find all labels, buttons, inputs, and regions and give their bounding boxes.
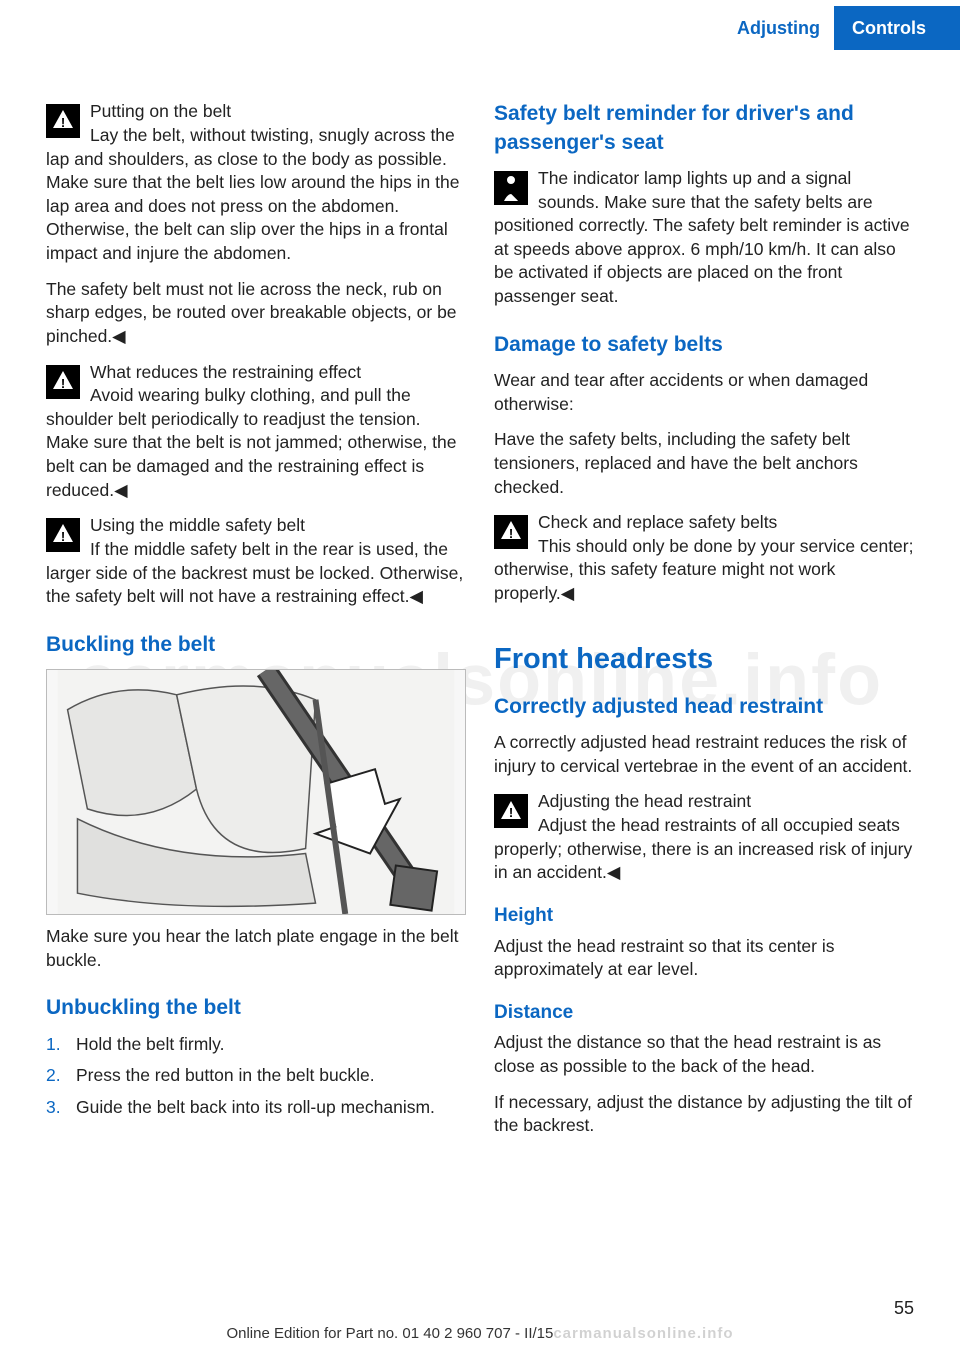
left-column: Putting on the belt Lay the belt, withou… bbox=[46, 100, 466, 1150]
warning-body: This should only be done by your service… bbox=[494, 536, 913, 603]
content-columns: Putting on the belt Lay the belt, withou… bbox=[0, 50, 960, 1150]
list-item: 2. Press the red button in the belt buckl… bbox=[46, 1064, 466, 1088]
warning-title: What reduces the restraining effect bbox=[90, 362, 361, 382]
warning-body: Avoid wearing bulky clothing, and pull t… bbox=[46, 385, 456, 500]
warning-title: Putting on the belt bbox=[90, 101, 231, 121]
warning-middle-belt: Using the middle safety belt If the midd… bbox=[46, 514, 466, 609]
page-number: 55 bbox=[894, 1296, 914, 1320]
warning-body: Lay the belt, without twisting, snugly a… bbox=[46, 125, 459, 263]
unbuckling-heading: Unbuckling the belt bbox=[46, 994, 466, 1022]
warning-restraining-effect: What reduces the restraining effect Avoi… bbox=[46, 361, 466, 503]
buckling-paragraph: Make sure you hear the latch plate engag… bbox=[46, 925, 466, 972]
step-number: 2. bbox=[46, 1064, 66, 1088]
front-headrests-heading: Front headrests bbox=[494, 640, 914, 679]
buckling-heading: Buckling the belt bbox=[46, 631, 466, 659]
warning-icon bbox=[46, 518, 80, 552]
step-text: Guide the belt back into its roll-up mec… bbox=[76, 1096, 435, 1120]
correct-heading: Correctly adjusted head restraint bbox=[494, 693, 914, 721]
header-chapter: Controls bbox=[834, 6, 960, 50]
buckling-belt-figure bbox=[46, 669, 466, 915]
warning-title: Check and replace safety belts bbox=[538, 512, 777, 532]
list-item: 1. Hold the belt firmly. bbox=[46, 1033, 466, 1057]
warning-body: Adjust the head restraints of all occupi… bbox=[494, 815, 912, 882]
reminder-heading: Safety belt reminder for driver's and pa… bbox=[494, 100, 914, 157]
warning-body: If the middle safety belt in the rear is… bbox=[46, 539, 463, 606]
warning-check-replace: Check and replace safety belts This shou… bbox=[494, 511, 914, 606]
unbuckling-steps: 1. Hold the belt firmly. 2. Press the red … bbox=[46, 1033, 466, 1120]
distance-p2: If necessary, adjust the distance by adj… bbox=[494, 1091, 914, 1138]
step-number: 1. bbox=[46, 1033, 66, 1057]
distance-p1: Adjust the distance so that the head res… bbox=[494, 1031, 914, 1078]
seatbelt-reminder-icon bbox=[494, 171, 528, 205]
warning-putting-on-belt: Putting on the belt Lay the belt, withou… bbox=[46, 100, 466, 265]
reminder-block: The indicator lamp lights up and a signa… bbox=[494, 167, 914, 309]
correct-paragraph: A correctly adjusted head restraint redu… bbox=[494, 731, 914, 778]
footer: Online Edition for Part no. 01 40 2 960 … bbox=[0, 1324, 960, 1344]
step-text: Hold the belt firmly. bbox=[76, 1033, 224, 1057]
warning-title: Adjusting the head restraint bbox=[538, 791, 751, 811]
warning-adjust-headrest: Adjusting the head restraint Adjust the … bbox=[494, 790, 914, 885]
damage-p1: Wear and tear after accidents or when da… bbox=[494, 369, 914, 416]
damage-p2: Have the safety belts, including the saf… bbox=[494, 428, 914, 499]
distance-heading: Distance bbox=[494, 1000, 914, 1026]
warning-icon bbox=[46, 104, 80, 138]
list-item: 3. Guide the belt back into its roll-up m… bbox=[46, 1096, 466, 1120]
page-header: Adjusting Controls bbox=[0, 0, 960, 50]
right-column: Safety belt reminder for driver's and pa… bbox=[494, 100, 914, 1150]
height-heading: Height bbox=[494, 903, 914, 929]
belt-neck-paragraph: The safety belt must not lie across the … bbox=[46, 278, 466, 349]
footer-watermark: carmanualsonline.info bbox=[553, 1325, 733, 1342]
damage-heading: Damage to safety belts bbox=[494, 331, 914, 359]
footer-text: Online Edition for Part no. 01 40 2 960 … bbox=[226, 1325, 553, 1342]
height-paragraph: Adjust the head restraint so that its ce… bbox=[494, 935, 914, 982]
step-number: 3. bbox=[46, 1096, 66, 1120]
warning-title: Using the middle safety belt bbox=[90, 515, 305, 535]
header-section: Adjusting bbox=[723, 6, 834, 50]
warning-icon bbox=[494, 515, 528, 549]
step-text: Press the red button in the belt buckle. bbox=[76, 1064, 375, 1088]
reminder-body: The indicator lamp lights up and a signa… bbox=[494, 168, 910, 306]
warning-icon bbox=[494, 794, 528, 828]
warning-icon bbox=[46, 365, 80, 399]
